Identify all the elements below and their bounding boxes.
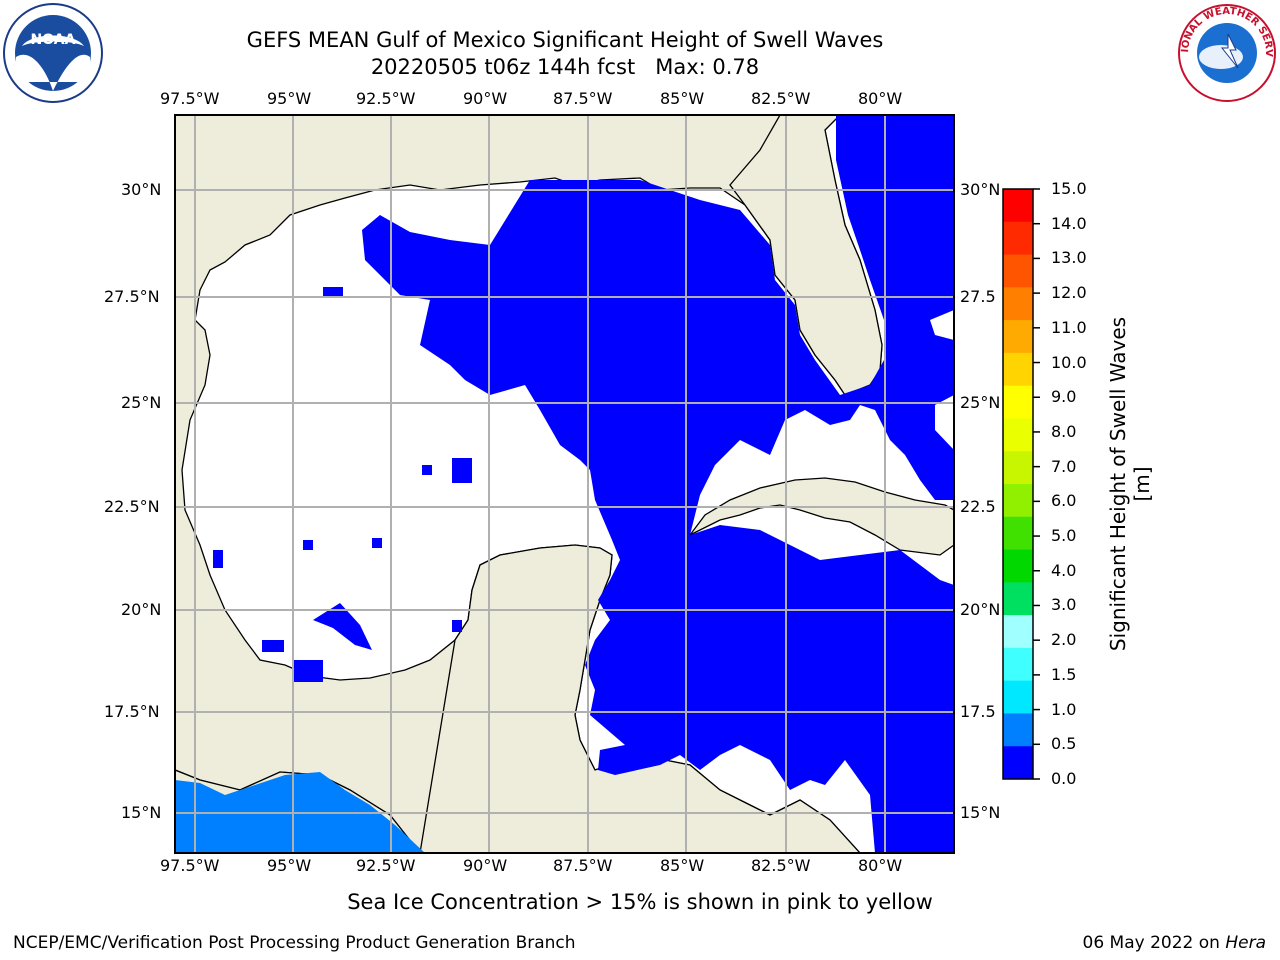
lat-label-left: 25°N <box>121 393 162 412</box>
noaa-logo-text: NOAA <box>31 32 76 48</box>
lon-label-bottom: 85°W <box>660 856 705 875</box>
colorbar-segment <box>1003 713 1033 747</box>
swell-cell <box>323 287 343 297</box>
swell-cell <box>422 465 432 475</box>
lon-label-top: 80°W <box>858 89 903 108</box>
sea-ice-note: Sea Ice Concentration > 15% is shown in … <box>0 890 1280 914</box>
swell-cell <box>452 458 472 483</box>
lat-label-left: 15°N <box>121 803 162 822</box>
swell-cell <box>372 538 382 548</box>
lon-label-bottom: 82.5°W <box>751 856 811 875</box>
lat-label-right: 20°N <box>960 600 1001 619</box>
colorbar-segment <box>1003 352 1033 387</box>
chart-title: GEFS MEAN Gulf of Mexico Significant Hei… <box>246 28 884 52</box>
gulf-swell-00-05 <box>362 115 954 853</box>
colorbar-segment <box>1003 516 1033 551</box>
colorbar-segment <box>1003 746 1033 780</box>
colorbar-tick-label: 0.5 <box>1051 734 1077 754</box>
colorbar-tick-label: 8.0 <box>1051 421 1077 441</box>
lon-label-bottom: 95°W <box>267 856 312 875</box>
lon-label-top: 85°W <box>660 89 705 108</box>
swell-cell <box>313 603 372 650</box>
lon-label-top: 97.5°W <box>160 89 220 108</box>
colorbar-segment <box>1003 287 1033 321</box>
colorbar-tick-label: 0.0 <box>1051 769 1077 788</box>
colorbar-segment <box>1003 221 1033 256</box>
colorbar-segment <box>1003 451 1033 485</box>
colorbar-label: Significant Height of Swell Waves [m] <box>1106 316 1154 652</box>
colorbar-tick-label: 3.0 <box>1051 595 1077 615</box>
colorbar-segment <box>1003 484 1033 518</box>
lon-label-bottom: 90°W <box>463 856 508 875</box>
swell-cell <box>452 620 462 632</box>
footer-host: Hera <box>1225 933 1266 953</box>
footer-date-text: 06 May 2022 on <box>1082 933 1226 953</box>
lat-label-right: 30°N <box>960 180 1001 199</box>
lon-label-bottom: 80°W <box>858 856 903 875</box>
colorbar-tick-label: 10.0 <box>1051 352 1087 372</box>
chart-subtitle: 20220505 t06z 144h fcst Max: 0.78 <box>370 55 760 79</box>
colorbar-segment <box>1003 320 1033 354</box>
lat-label-left: 27.5°N <box>104 287 160 306</box>
colorbar-segment <box>1003 549 1033 583</box>
colorbar-segment <box>1003 254 1033 288</box>
colorbar-tick-label: 13.0 <box>1051 248 1087 268</box>
colorbar-segment <box>1003 680 1033 714</box>
lat-label-left: 20°N <box>121 600 162 619</box>
colorbar-tick-label: 14.0 <box>1051 213 1087 233</box>
colorbar-tick-label: 1.0 <box>1051 699 1077 719</box>
lon-label-top: 95°W <box>267 89 312 108</box>
lat-label-left: 30°N <box>121 180 162 199</box>
colorbar-segment <box>1003 385 1033 419</box>
lat-label-right: 15°N <box>960 803 1001 822</box>
lat-label-right: 17.5 <box>960 702 996 721</box>
lon-label-bottom: 92.5°W <box>356 856 416 875</box>
swell-cell <box>293 660 323 682</box>
central-america-land <box>175 544 861 853</box>
colorbar <box>1003 188 1040 780</box>
lon-label-top: 82.5°W <box>751 89 811 108</box>
lat-label-left: 22.5°N <box>104 497 160 516</box>
map-grid <box>175 115 954 853</box>
colorbar-segment <box>1003 418 1033 452</box>
colorbar-tick-label: 9.0 <box>1051 387 1077 407</box>
nws-logo: NATIONAL WEATHER SERVICE <box>1176 2 1276 102</box>
colorbar-segment <box>1003 189 1033 223</box>
swell-cell <box>262 640 284 652</box>
colorbar-tick-label: 1.5 <box>1051 664 1077 684</box>
footer-credit: NCEP/EMC/Verification Post Processing Pr… <box>13 933 576 953</box>
colorbar-tick-label: 6.0 <box>1051 491 1077 511</box>
lon-label-bottom: 87.5°W <box>553 856 613 875</box>
sea-ice-note-text: Sea Ice Concentration > 15% is shown in … <box>347 890 933 914</box>
colorbar-frame <box>1002 188 1034 780</box>
colorbar-segment <box>1003 582 1033 616</box>
swell-cell <box>213 550 223 568</box>
colorbar-tick-label: 5.0 <box>1051 526 1077 546</box>
lat-label-right: 25°N <box>960 393 1001 412</box>
colorbar-segment <box>1003 615 1033 649</box>
lon-label-top: 92.5°W <box>356 89 416 108</box>
lon-label-bottom: 97.5°W <box>160 856 220 875</box>
lat-label-right: 27.5 <box>960 287 996 306</box>
footer-date: 06 May 2022 on Hera <box>1083 933 1267 953</box>
colorbar-segment <box>1003 647 1033 682</box>
colorbar-tick-label: 15.0 <box>1051 179 1087 198</box>
florida-land <box>729 115 883 396</box>
colorbar-tick-label: 7.0 <box>1051 456 1077 476</box>
colorbar-tick-label: 4.0 <box>1051 560 1077 580</box>
colorbar-tick-label: 11.0 <box>1051 317 1087 337</box>
cuba-land <box>689 477 954 556</box>
noaa-logo: NOAA <box>3 3 103 103</box>
swell-cell <box>303 540 313 550</box>
lon-label-top: 90°W <box>463 89 508 108</box>
colorbar-tick-label: 12.0 <box>1051 283 1087 303</box>
lat-label-left: 17.5°N <box>104 702 160 721</box>
map-frame <box>174 114 955 854</box>
colorbar-tick-label: 2.0 <box>1051 630 1077 650</box>
lat-label-right: 22.5 <box>960 497 996 516</box>
lon-label-top: 87.5°W <box>553 89 613 108</box>
